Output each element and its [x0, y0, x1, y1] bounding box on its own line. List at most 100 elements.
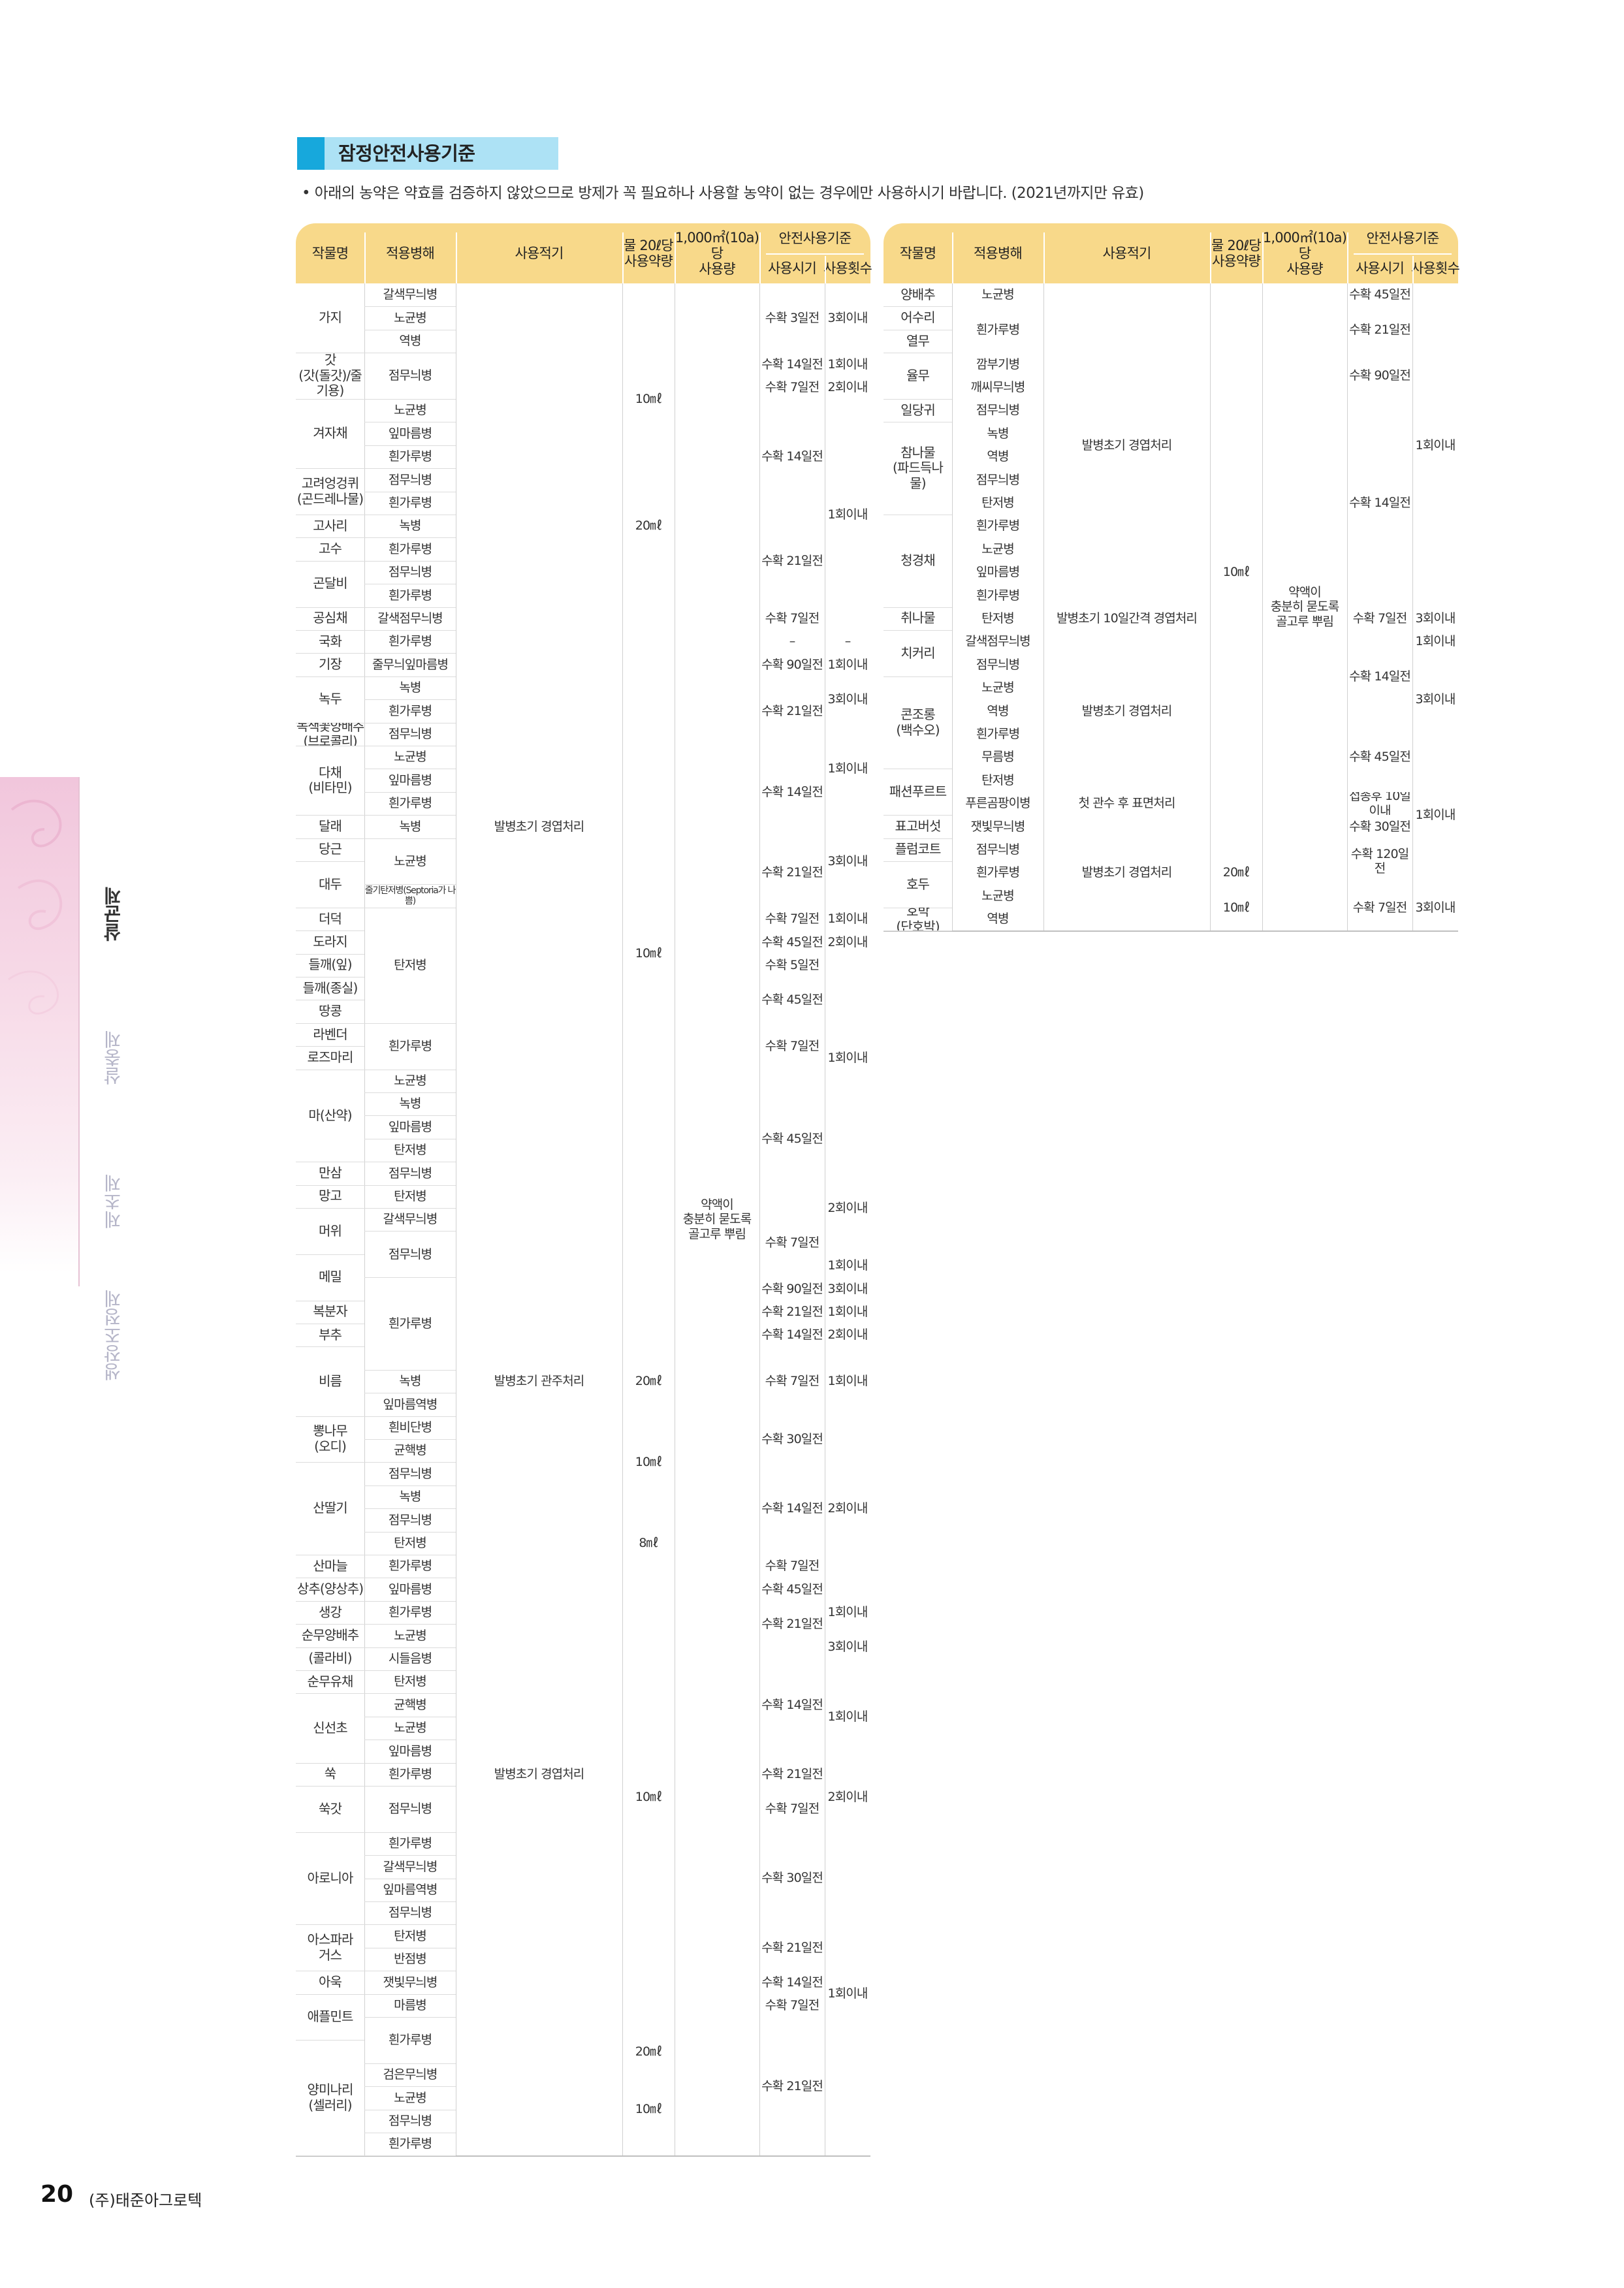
header-divider	[952, 232, 953, 283]
side-tab-insecticide[interactable]: 살충제	[103, 1030, 124, 1085]
disease-name: 탄저병	[394, 1674, 427, 1689]
disease-name: 노균병	[394, 310, 427, 325]
header-per-area: 1,000㎡(10a)당 사용량	[1262, 229, 1347, 278]
side-tab-background	[0, 777, 78, 1273]
crop-name: 쑥갓	[319, 1800, 342, 1817]
disease-name: 노균병	[394, 1721, 427, 1736]
row-divider	[364, 791, 456, 793]
row-divider	[364, 1762, 456, 1764]
row-divider	[296, 468, 364, 469]
row-divider	[364, 884, 456, 885]
disease-name: 점무늬병	[976, 472, 1020, 487]
crop-name: 국화	[319, 633, 342, 649]
row-divider	[364, 537, 456, 539]
safety-time: 수확 7일전	[765, 380, 820, 395]
crop-name: 고수	[319, 541, 342, 557]
safety-time: 수확 21일전	[1349, 322, 1411, 337]
disease-name: 갈색점무늬병	[965, 634, 1030, 649]
row-divider	[296, 838, 364, 839]
safety-time: –	[789, 634, 796, 649]
page-number: 20	[40, 2181, 74, 2208]
side-tab-herbicide[interactable]: 제초제	[103, 1174, 124, 1229]
dilution-amount: 10㎖	[1222, 900, 1250, 915]
dilution-amount: 10㎖	[635, 1790, 662, 1805]
safety-count: 3회이내	[1415, 611, 1456, 626]
disease-name: 흰가루병	[388, 1038, 432, 1053]
header-divider	[825, 256, 826, 283]
disease-name: 노균병	[981, 888, 1015, 903]
crop-name: 산마늘	[313, 1557, 347, 1574]
disease-name: 갈색무늬병	[383, 1859, 438, 1874]
row-divider	[296, 953, 364, 955]
disease-name: 점무늬병	[388, 2114, 432, 2129]
row-divider	[364, 1508, 456, 1510]
row-divider	[884, 676, 952, 677]
crop-name: 더덕	[319, 910, 342, 927]
header-divider	[622, 232, 624, 283]
safety-time: 수확 14일전	[1349, 496, 1411, 511]
crop-name: 부추	[319, 1326, 342, 1343]
side-tab-divider	[78, 777, 80, 1286]
row-divider	[296, 1693, 364, 1694]
row-divider	[296, 1184, 364, 1186]
safety-time: 수확 90일전	[761, 1281, 823, 1296]
safety-count: 1회이내	[827, 1050, 868, 1065]
disease-name: 노균병	[394, 403, 427, 418]
safety-count: 2회이내	[827, 934, 868, 949]
disease-name: 노균병	[394, 1073, 427, 1088]
crop-name: 일당귀	[900, 402, 935, 418]
row-divider	[364, 1115, 456, 1117]
row-divider	[364, 676, 456, 677]
header-safety-time: 사용시기	[767, 260, 817, 276]
crop-name: 생강	[319, 1604, 342, 1620]
row-divider	[364, 1369, 456, 1371]
application-timing: 발병초기 경엽처리	[494, 819, 585, 834]
disease-name: 잎마름병	[388, 1743, 432, 1758]
row-divider	[296, 861, 364, 862]
application-timing: 발병초기 10일간격 경엽처리	[1056, 611, 1198, 626]
safety-time: 접종후 10일이내	[1349, 791, 1411, 816]
per-area-usage: 약액이 충분히 묻도록 골고루 뿌림	[1270, 584, 1340, 629]
disease-name: 점무늬병	[388, 1512, 432, 1527]
row-divider	[364, 399, 456, 400]
disease-name: 흰가루병	[388, 1767, 432, 1782]
column-divider	[952, 283, 953, 931]
crop-name: 땅콩	[319, 1003, 342, 1019]
safety-time: 수확 14일전	[761, 1975, 823, 1990]
safety-time: 수확 21일전	[761, 1305, 823, 1320]
row-divider	[296, 399, 364, 400]
disease-name: 흰가루병	[388, 796, 432, 811]
safety-time: 수확 30일전	[1349, 819, 1411, 834]
safety-time: 수확 45일전	[761, 1581, 823, 1597]
crop-name: 대두	[319, 876, 342, 892]
disease-name: 흰가루병	[388, 2137, 432, 2152]
row-divider	[364, 1693, 456, 1694]
application-timing: 발병초기 경엽처리	[494, 1767, 585, 1782]
side-tab-growth-regulator[interactable]: 생장조정제	[103, 1290, 124, 1381]
disease-name: 잎마름병	[388, 1119, 432, 1134]
row-divider	[884, 861, 952, 862]
safety-time: 수확 21일전	[761, 1616, 823, 1631]
safety-time: 수확 14일전	[761, 1501, 823, 1516]
safety-time: 수확 14일전	[1349, 669, 1411, 684]
side-tab-fungicide[interactable]: 살균제	[103, 887, 124, 942]
safety-time: 수확 7일전	[765, 1559, 820, 1574]
crop-name: 곤달비	[313, 575, 347, 592]
crop-name: (콜라비)	[308, 1650, 352, 1666]
disease-name: 잿빛무늬병	[383, 1975, 438, 1990]
safety-time: 수확 7일전	[765, 1038, 820, 1053]
per-area-usage: 약액이 충분히 묻도록 골고루 뿌림	[682, 1198, 752, 1241]
safety-time: 수확 7일전	[765, 1802, 820, 1817]
safety-time: 수확 30일전	[761, 1871, 823, 1886]
row-divider	[884, 838, 952, 839]
section-title-accent	[297, 137, 325, 170]
header-divider	[1210, 232, 1211, 283]
column-divider	[759, 283, 760, 2156]
crop-name: 당근	[319, 841, 342, 857]
dilution-amount: 10㎖	[1222, 565, 1250, 580]
safety-time: 수확 14일전	[761, 1327, 823, 1343]
safety-time: 수확 7일전	[1352, 611, 1408, 626]
header-divider	[1347, 232, 1348, 283]
disease-name: 역병	[399, 334, 421, 349]
safety-count: 2회이내	[827, 1200, 868, 1215]
